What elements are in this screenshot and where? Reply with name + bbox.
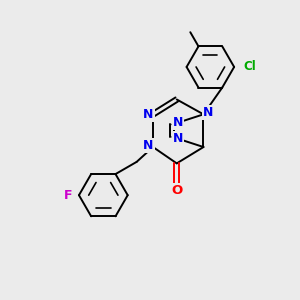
Text: N: N: [172, 132, 183, 145]
Text: O: O: [171, 184, 182, 196]
Text: F: F: [64, 189, 73, 202]
Text: N: N: [203, 106, 213, 119]
Text: Cl: Cl: [243, 61, 256, 74]
Text: N: N: [143, 108, 154, 121]
Text: N: N: [143, 139, 154, 152]
Text: N: N: [172, 116, 183, 130]
